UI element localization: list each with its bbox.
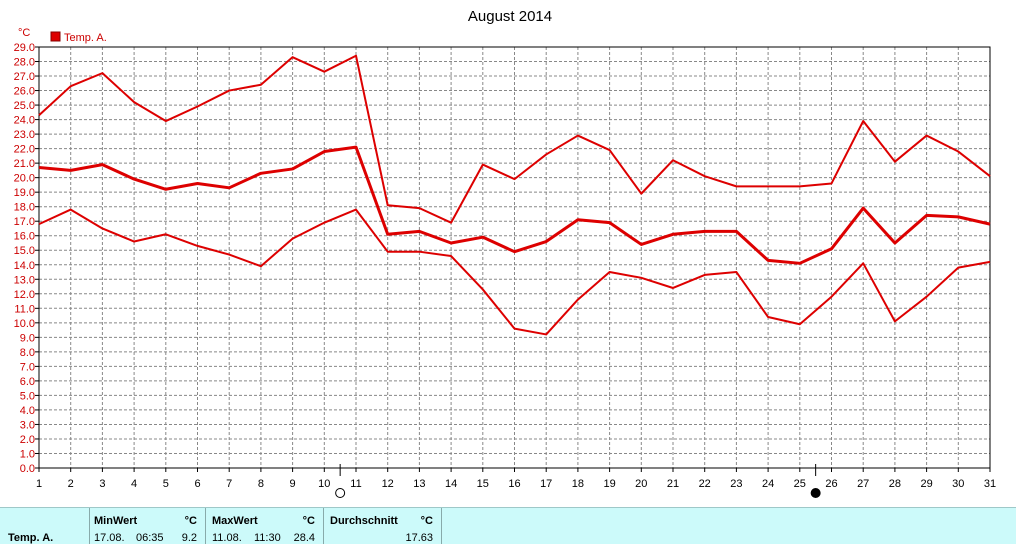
y-tick-label: 24.0	[14, 115, 35, 127]
y-tick-label: 15.0	[14, 245, 35, 257]
y-tick-label: 2.0	[20, 434, 35, 446]
x-tick-label: 5	[163, 478, 169, 490]
stats-avg-unit: °C	[420, 515, 433, 527]
stats-series-label: Temp. A.	[8, 532, 54, 544]
series-line-min	[38, 208, 991, 336]
x-tick-label: 21	[667, 478, 679, 490]
series-line-max	[38, 54, 991, 224]
y-tick-label: 12.0	[14, 289, 35, 301]
x-tick-label: 28	[889, 478, 901, 490]
stats-series-cell: Temp. A.	[0, 508, 90, 544]
y-tick-label: 14.0	[14, 260, 35, 272]
y-tick-label: 13.0	[14, 274, 35, 286]
x-tick-label: 3	[99, 478, 105, 490]
y-tick-label: 6.0	[20, 376, 35, 388]
y-tick-label: 11.0	[14, 303, 35, 315]
y-tick-label: 0.0	[20, 463, 35, 475]
x-tick-label: 9	[290, 478, 296, 490]
x-tick-label: 2	[68, 478, 74, 490]
y-tick-label: 9.0	[20, 332, 35, 344]
y-tick-label: 1.0	[20, 448, 35, 460]
y-tick-label: 18.0	[14, 202, 35, 214]
y-tick-label: 28.0	[14, 57, 35, 69]
x-tick-label: 23	[730, 478, 742, 490]
stats-min-date: 17.08.	[94, 532, 125, 544]
x-tick-label: 10	[318, 478, 330, 490]
y-tick-label: 25.0	[14, 100, 35, 112]
y-tick-label: 3.0	[20, 419, 35, 431]
stats-empty-cell	[442, 508, 1016, 544]
x-tick-label: 22	[699, 478, 711, 490]
x-tick-label: 24	[762, 478, 774, 490]
y-tick-label: 16.0	[14, 231, 35, 243]
full-moon-icon	[335, 488, 346, 498]
y-tick-label: 21.0	[14, 158, 35, 170]
stats-min-time: 06:35	[136, 532, 164, 544]
stats-max-value: 28.4	[293, 532, 315, 544]
y-tick-label: 26.0	[14, 86, 35, 98]
y-tick-label: 10.0	[14, 318, 35, 330]
series-line-avg	[38, 145, 991, 265]
plot-frame	[38, 46, 991, 469]
x-tick-label: 27	[857, 478, 869, 490]
x-tick-label: 19	[603, 478, 615, 490]
chart-title: August 2014	[468, 8, 552, 25]
x-tick-label: 17	[540, 478, 552, 490]
x-tick-label: 7	[226, 478, 232, 490]
stats-max-time: 11:30	[254, 532, 281, 544]
y-tick-label: 20.0	[14, 173, 35, 185]
x-tick-label: 11	[350, 478, 361, 490]
legend-label: Temp. A.	[64, 32, 107, 44]
stats-min-header: MinWert	[94, 515, 138, 527]
x-tick-label: 14	[445, 478, 457, 490]
stats-bar: Temp. A. MinWert °C 17.08. 06:35 9.2 Max…	[0, 507, 1016, 544]
y-tick-label: 7.0	[20, 361, 35, 373]
stats-max-date: 11.08.	[212, 532, 242, 544]
new-moon-icon	[810, 488, 821, 498]
y-tick-label: 19.0	[14, 187, 35, 199]
y-tick-label: 29.0	[14, 42, 35, 54]
stats-min-cell: MinWert °C 17.08. 06:35 9.2	[90, 508, 206, 544]
y-tick-label: 8.0	[20, 347, 35, 359]
x-tick-label: 26	[825, 478, 837, 490]
y-tick-label: 27.0	[14, 71, 35, 83]
stats-avg-header: Durchschnitt	[330, 515, 398, 527]
x-tick-label: 4	[131, 478, 137, 490]
temperature-chart: August 2014 °C Temp. A. 0.0 1.0 2.0 3.0 4.0 5…	[14, 8, 996, 498]
y-tick-label: 5.0	[20, 390, 35, 402]
legend-swatch	[50, 31, 61, 42]
x-tick-label: 15	[477, 478, 489, 490]
x-tick-label: 30	[952, 478, 964, 490]
y-tick-label: 23.0	[14, 129, 35, 141]
y-axis-unit: °C	[18, 27, 30, 39]
x-tick-label: 16	[508, 478, 520, 490]
x-tick-label: 8	[258, 478, 264, 490]
x-tick-label: 31	[984, 478, 996, 490]
y-tick-label: 17.0	[14, 216, 35, 228]
stats-avg-cell: Durchschnitt °C 17.63	[324, 508, 442, 544]
y-tick-label: 4.0	[20, 405, 35, 417]
x-tick-label: 12	[382, 478, 394, 490]
x-tick-label: 18	[572, 478, 584, 490]
stats-max-unit: °C	[302, 515, 315, 527]
x-tick-label: 6	[194, 478, 200, 490]
x-tick-label: 20	[635, 478, 647, 490]
x-tick-label: 1	[36, 478, 42, 490]
y-tick-label: 22.0	[14, 144, 35, 156]
stats-min-value: 9.2	[181, 532, 197, 544]
stats-max-header: MaxWert	[212, 515, 258, 527]
x-tick-label: 25	[794, 478, 806, 490]
x-tick-label: 13	[413, 478, 425, 490]
stats-max-cell: MaxWert °C 11.08. 11:30 28.4	[206, 508, 324, 544]
stats-avg-value: 17.63	[405, 532, 433, 544]
x-tick-label: 29	[920, 478, 932, 490]
stats-min-unit: °C	[184, 515, 197, 527]
